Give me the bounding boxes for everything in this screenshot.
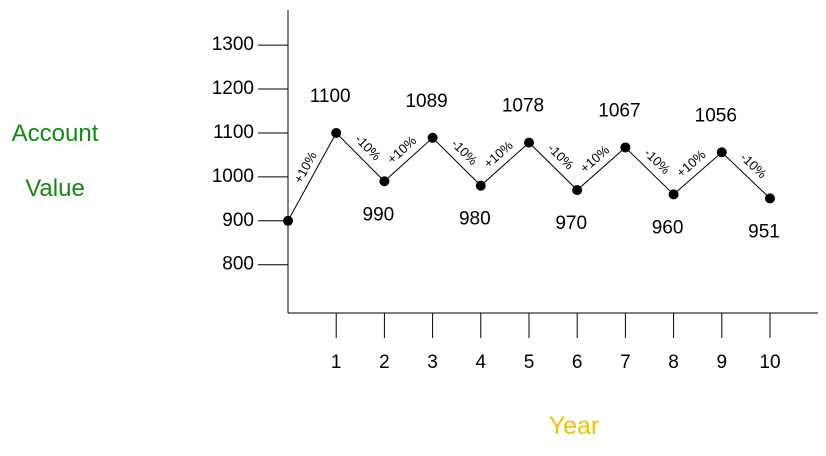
point [283, 215, 293, 226]
point [427, 132, 438, 143]
segment-label: +10% [291, 149, 321, 186]
x-axis-label: Year [548, 412, 600, 440]
x-tick-label: 2 [379, 352, 390, 373]
point [668, 189, 679, 200]
x-tick-label: 4 [476, 352, 487, 373]
y-tick-label: 1100 [213, 122, 254, 143]
y-tick-label: 900 [222, 210, 254, 231]
segment-label: +10% [577, 142, 612, 176]
x-tick-label: 3 [427, 352, 438, 373]
segment-label: +10% [384, 133, 419, 167]
value-label: 1067 [598, 100, 640, 121]
x-tick-label: 8 [668, 352, 679, 373]
value-label: 1089 [405, 91, 447, 112]
point [716, 147, 727, 158]
x-tick-label: 10 [759, 352, 780, 373]
segment-label: -10% [448, 136, 480, 168]
segment-label: -10% [641, 145, 674, 177]
y-tick-label: 800 [222, 254, 254, 275]
segment-label: -10% [545, 141, 577, 173]
point [572, 185, 583, 196]
y-tick-label: 1300 [212, 34, 254, 55]
point [765, 193, 775, 204]
value-label: 960 [652, 217, 684, 238]
point [475, 180, 486, 191]
segment-label: +10% [673, 147, 709, 181]
x-tick-label: 1 [331, 352, 342, 373]
y-tick-label: 1000 [212, 166, 254, 187]
segment-label: -10% [352, 131, 384, 163]
point [524, 137, 534, 148]
segment-label: -10% [737, 150, 770, 182]
value-label: 990 [363, 204, 395, 225]
x-tick-label: 7 [620, 352, 631, 373]
value-label: 1078 [502, 96, 544, 117]
segment-label: +10% [481, 137, 516, 171]
x-tick-label: 6 [572, 352, 583, 373]
point [620, 142, 631, 153]
value-label: 951 [748, 221, 780, 242]
point [331, 127, 342, 138]
value-label: 1056 [695, 105, 737, 126]
point [379, 176, 390, 187]
x-tick-label: 9 [717, 352, 728, 373]
y-tick-label: 1200 [212, 78, 254, 99]
x-tick-label: 5 [524, 352, 535, 373]
value-label: 970 [555, 213, 587, 234]
value-label: 980 [459, 209, 491, 230]
value-label: 1100 [310, 86, 351, 107]
y-axis-label: Account Value [11, 120, 99, 202]
